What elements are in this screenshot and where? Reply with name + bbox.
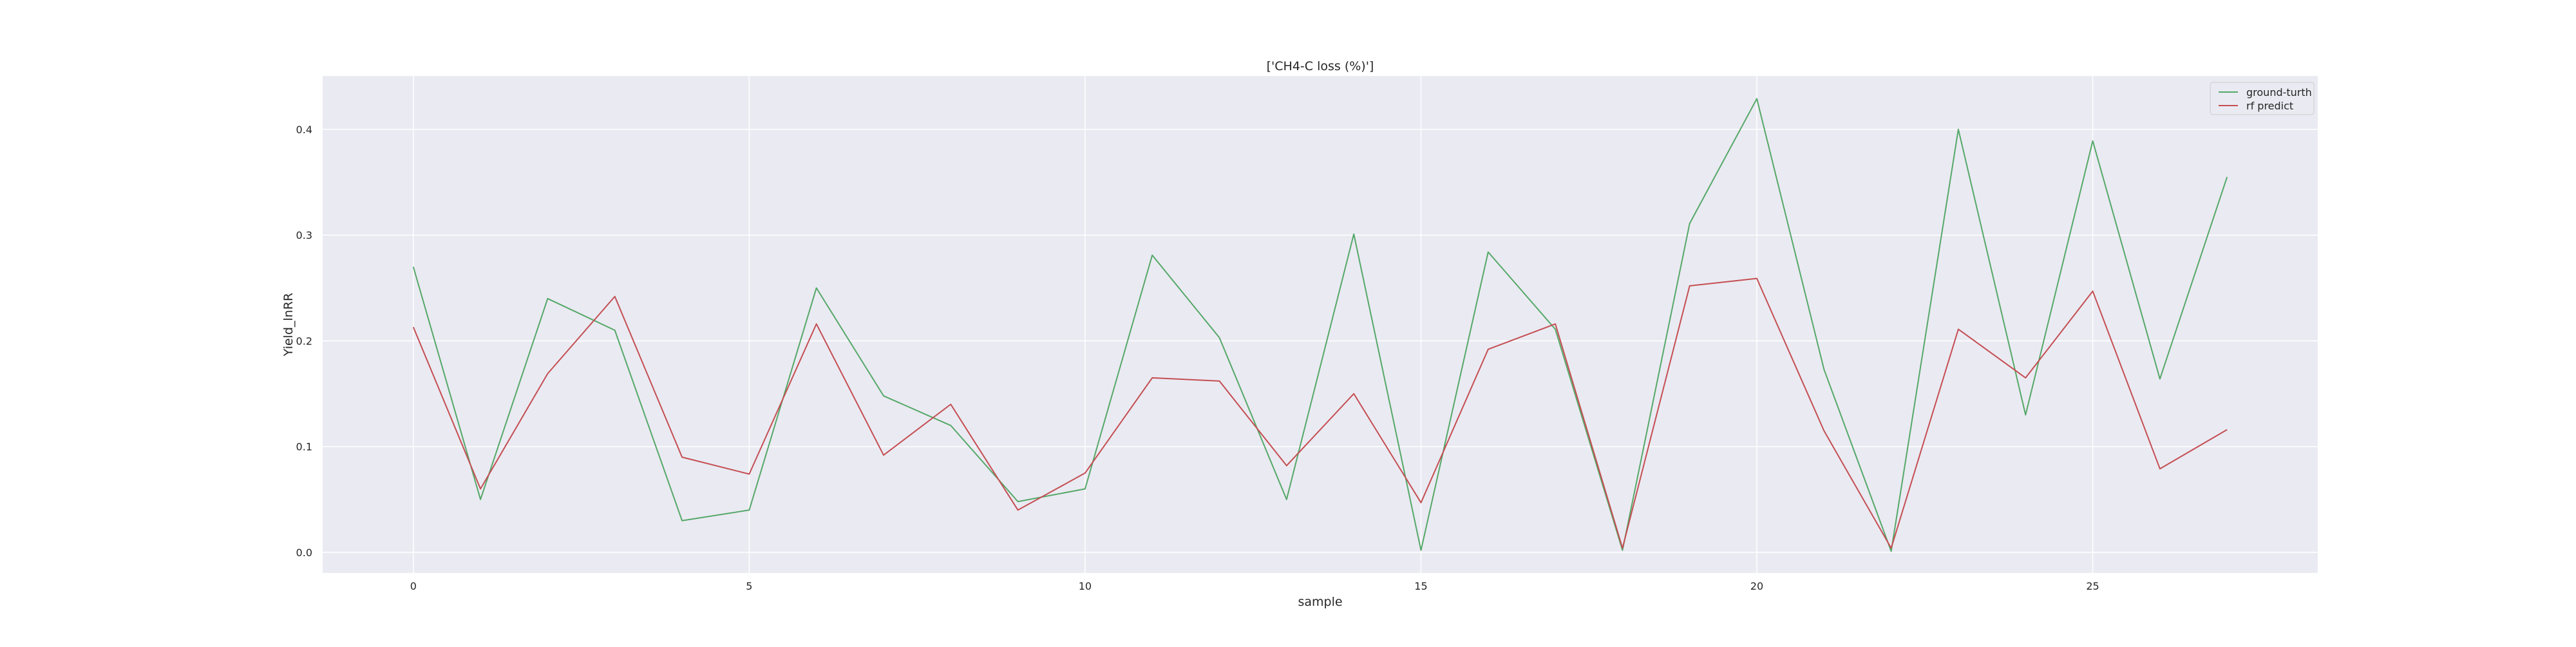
legend: ground-turth rf predict xyxy=(2210,82,2315,115)
series-line-ground-turth xyxy=(412,98,2228,552)
x-tick-label: 0 xyxy=(410,580,417,592)
x-tick-label: 10 xyxy=(1079,580,1092,592)
y-tick-label: 0.4 xyxy=(296,124,312,136)
y-tick-label: 0.1 xyxy=(296,441,312,453)
series-line-rf-predict xyxy=(412,277,2228,549)
x-tick-labels: 0 5 10 15 20 25 xyxy=(410,580,2099,592)
y-tick-labels: 0.0 0.1 0.2 0.3 0.4 xyxy=(296,124,312,559)
legend-label-rf-predict: rf predict xyxy=(2246,100,2293,112)
plot-background xyxy=(323,76,2318,573)
grid-lines xyxy=(323,76,2318,573)
legend-label-ground-turth: ground-turth xyxy=(2246,86,2312,98)
x-tick-label: 20 xyxy=(1750,580,1763,592)
series-layer xyxy=(412,98,2228,552)
y-tick-label: 0.0 xyxy=(296,547,312,559)
chart-title: ['CH4-C loss (%)'] xyxy=(1267,59,1374,73)
x-tick-label: 5 xyxy=(746,580,752,592)
y-axis-label: Yield_lnRR xyxy=(281,293,296,357)
x-tick-label: 15 xyxy=(1414,580,1427,592)
x-tick-label: 25 xyxy=(2086,580,2099,592)
legend-box xyxy=(2210,82,2315,115)
y-tick-label: 0.2 xyxy=(296,335,312,347)
y-tick-label: 0.3 xyxy=(296,229,312,241)
x-axis-label: sample xyxy=(1298,595,1342,609)
